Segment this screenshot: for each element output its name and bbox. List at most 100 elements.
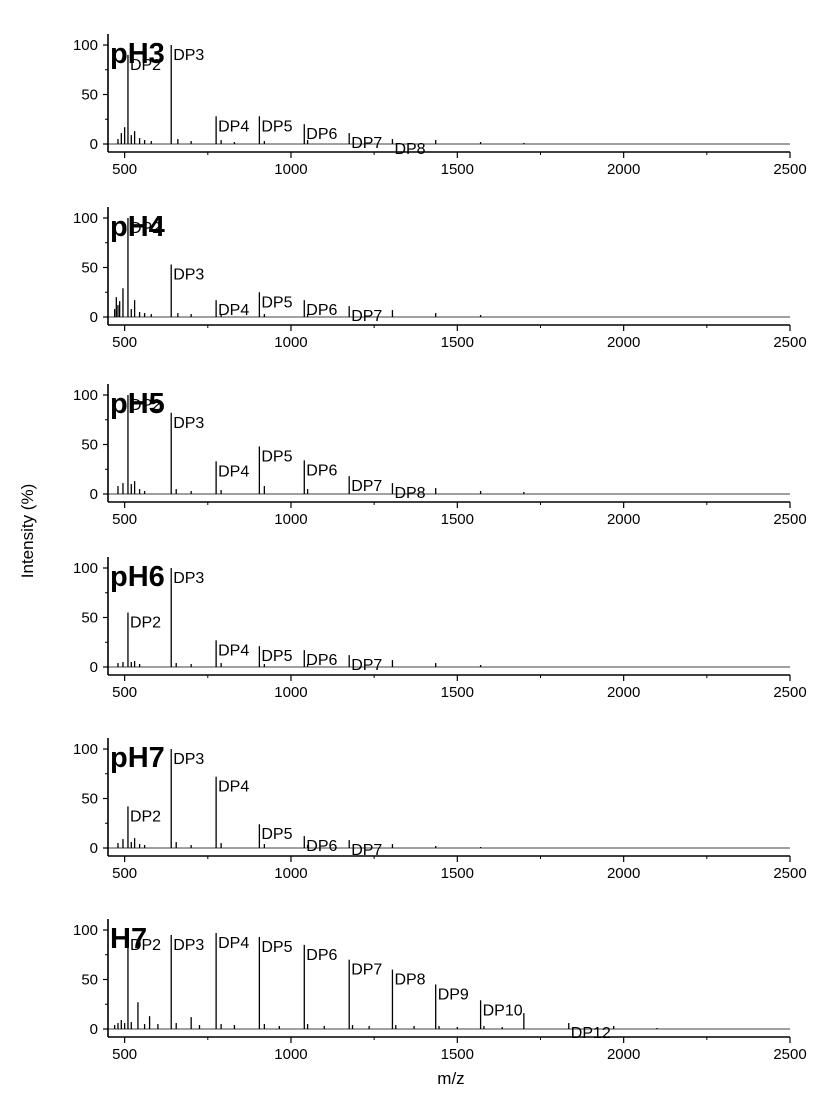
x-tick-label: 500 xyxy=(112,511,137,528)
peak-label-dp2: DP2 xyxy=(130,57,161,74)
x-tick-label: 2000 xyxy=(607,511,640,528)
peak-label-dp3: DP3 xyxy=(173,937,204,954)
peak-label-dp5: DP5 xyxy=(261,118,292,135)
y-tick-label: 0 xyxy=(90,840,98,857)
peak-label-dp5: DP5 xyxy=(261,939,292,956)
x-tick-label: 1000 xyxy=(274,1046,307,1063)
peak-label-dp7: DP7 xyxy=(351,962,382,979)
peak-label-dp2: DP2 xyxy=(130,397,161,414)
x-tick-label: 2000 xyxy=(607,865,640,882)
x-tick-label: 2500 xyxy=(773,334,806,351)
peak-label-dp8: DP8 xyxy=(394,485,425,502)
panel-title: pH4 xyxy=(110,211,165,243)
y-tick-label: 50 xyxy=(81,610,98,627)
peak-label-dp4: DP4 xyxy=(218,302,249,319)
x-tick-label: 500 xyxy=(112,684,137,701)
panel-title: pH6 xyxy=(110,561,165,593)
peak-label-dp2: DP2 xyxy=(130,220,161,237)
x-tick-label: 500 xyxy=(112,865,137,882)
peak-label-dp6: DP6 xyxy=(306,652,337,669)
peak-label-dp6: DP6 xyxy=(306,126,337,143)
peak-label-dp3: DP3 xyxy=(173,751,204,768)
peak-label-dp4: DP4 xyxy=(218,118,249,135)
x-tick-label: 2500 xyxy=(773,161,806,178)
peak-label-dp5: DP5 xyxy=(261,826,292,843)
panel-title: pH3 xyxy=(110,38,165,70)
panel-title: pH7 xyxy=(110,742,165,774)
peak-label-dp4: DP4 xyxy=(218,779,249,796)
x-tick-label: 1000 xyxy=(274,334,307,351)
y-tick-label: 0 xyxy=(90,136,98,153)
peak-label-dp12: DP12 xyxy=(571,1025,611,1042)
peak-label-dp7: DP7 xyxy=(351,308,382,325)
y-axis-title: Intensity (%) xyxy=(18,484,37,578)
spectrum-panel-ph5: 0 50 100 500 1000 1500 2000 2500 DP2 DP3 DP4 DP5 DP6… xyxy=(73,384,807,528)
peak-label-dp6: DP6 xyxy=(306,947,337,964)
x-tick-label: 2500 xyxy=(773,865,806,882)
x-tick-label: 2000 xyxy=(607,1046,640,1063)
x-tick-label: 500 xyxy=(112,161,137,178)
peak-label-dp10: DP10 xyxy=(483,1002,523,1019)
spectrum-panel-ph3: 0 50 100 500 1000 1500 2000 2500 DP2 DP3 DP4 DP5 DP6… xyxy=(73,34,807,178)
spectrum-panel-ph6: 0 50 100 500 1000 1500 2000 2500 DP2 DP3 DP4 DP5 DP6… xyxy=(73,557,807,701)
peak-label-dp8: DP8 xyxy=(394,141,425,158)
peak-label-dp7: DP7 xyxy=(351,478,382,495)
x-axis-title: m/z xyxy=(437,1069,464,1088)
peak-label-dp2: DP2 xyxy=(130,615,161,632)
peak-label-dp5: DP5 xyxy=(261,448,292,465)
y-tick-label: 50 xyxy=(81,260,98,277)
peak-label-dp5: DP5 xyxy=(261,648,292,665)
x-tick-label: 2500 xyxy=(773,511,806,528)
x-tick-label: 2000 xyxy=(607,161,640,178)
panel-title: H7 xyxy=(110,923,147,955)
x-tick-label: 1500 xyxy=(441,684,474,701)
peak-label-dp6: DP6 xyxy=(306,838,337,855)
y-tick-label: 100 xyxy=(73,210,98,227)
x-tick-label: 1500 xyxy=(441,334,474,351)
x-tick-label: 500 xyxy=(112,334,137,351)
peak-label-dp3: DP3 xyxy=(173,415,204,432)
spectrum-panel-h7: 0 50 100 500 1000 1500 2000 2500 DP2 DP3 DP4 DP5 DP6… xyxy=(73,919,807,1063)
peak-label-dp4: DP4 xyxy=(218,642,249,659)
peak-label-dp9: DP9 xyxy=(438,986,469,1003)
y-tick-label: 100 xyxy=(73,37,98,54)
y-tick-label: 100 xyxy=(73,922,98,939)
x-tick-label: 2500 xyxy=(773,1046,806,1063)
x-tick-label: 1500 xyxy=(441,161,474,178)
x-tick-label: 1000 xyxy=(274,684,307,701)
peak-label-dp7: DP7 xyxy=(351,842,382,859)
peak-label-dp6: DP6 xyxy=(306,302,337,319)
x-tick-label: 1000 xyxy=(274,511,307,528)
spectrum-panel-ph7: 0 50 100 500 1000 1500 2000 2500 DP2 DP3 DP4 DP5 DP6… xyxy=(73,738,807,882)
peak-label-dp6: DP6 xyxy=(306,462,337,479)
peak-label-dp3: DP3 xyxy=(173,267,204,284)
peak-label-dp4: DP4 xyxy=(218,463,249,480)
peak-label-dp8: DP8 xyxy=(394,972,425,989)
spectrum-panel-ph4: 0 50 100 500 1000 1500 2000 2500 DP2 DP3 DP4 DP5 DP6… xyxy=(73,207,807,351)
x-tick-label: 2000 xyxy=(607,684,640,701)
peak-label-dp7: DP7 xyxy=(351,657,382,674)
y-tick-label: 50 xyxy=(81,87,98,104)
y-tick-label: 0 xyxy=(90,1021,98,1038)
y-tick-label: 50 xyxy=(81,972,98,989)
y-tick-label: 0 xyxy=(90,309,98,326)
peak-label-dp2: DP2 xyxy=(130,937,161,954)
peak-label-dp7: DP7 xyxy=(351,135,382,152)
y-tick-label: 0 xyxy=(90,659,98,676)
peak-label-dp5: DP5 xyxy=(261,294,292,311)
peak-label-dp4: DP4 xyxy=(218,935,249,952)
peak-label-dp3: DP3 xyxy=(173,570,204,587)
y-tick-label: 100 xyxy=(73,741,98,758)
y-tick-label: 50 xyxy=(81,437,98,454)
x-tick-label: 1500 xyxy=(441,1046,474,1063)
peak-label-dp2: DP2 xyxy=(130,808,161,825)
y-tick-label: 50 xyxy=(81,791,98,808)
x-tick-label: 2500 xyxy=(773,684,806,701)
y-tick-label: 0 xyxy=(90,486,98,503)
x-tick-label: 1500 xyxy=(441,511,474,528)
x-tick-label: 2000 xyxy=(607,334,640,351)
x-tick-label: 1000 xyxy=(274,161,307,178)
x-tick-label: 1000 xyxy=(274,865,307,882)
